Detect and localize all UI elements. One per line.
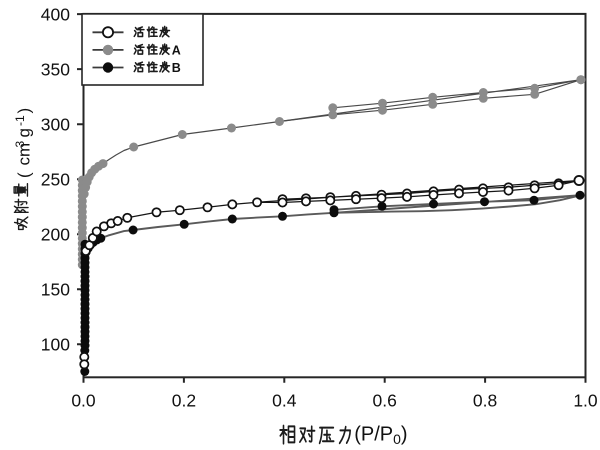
svg-text:1.0: 1.0	[573, 391, 598, 411]
svg-text:150: 150	[41, 279, 70, 299]
svg-text:cm: cm	[15, 143, 34, 166]
svg-text:-1: -1	[13, 115, 27, 126]
svg-text:400: 400	[41, 4, 70, 24]
svg-text:(: (	[15, 172, 34, 178]
svg-text:0.0: 0.0	[71, 391, 96, 411]
svg-text:250: 250	[41, 169, 70, 189]
svg-text:200: 200	[41, 224, 70, 244]
svg-text:0.4: 0.4	[272, 391, 297, 411]
svg-text:0.2: 0.2	[172, 391, 196, 411]
svg-text:3: 3	[13, 141, 27, 148]
svg-text:300: 300	[41, 114, 70, 134]
svg-text:0.6: 0.6	[373, 391, 397, 411]
svg-text:): )	[15, 108, 34, 114]
svg-text:A: A	[172, 43, 181, 57]
svg-text:100: 100	[41, 335, 70, 355]
svg-text:g: g	[15, 128, 34, 137]
svg-text:B: B	[172, 61, 181, 75]
svg-text:0.8: 0.8	[473, 391, 497, 411]
svg-text:350: 350	[41, 59, 70, 79]
